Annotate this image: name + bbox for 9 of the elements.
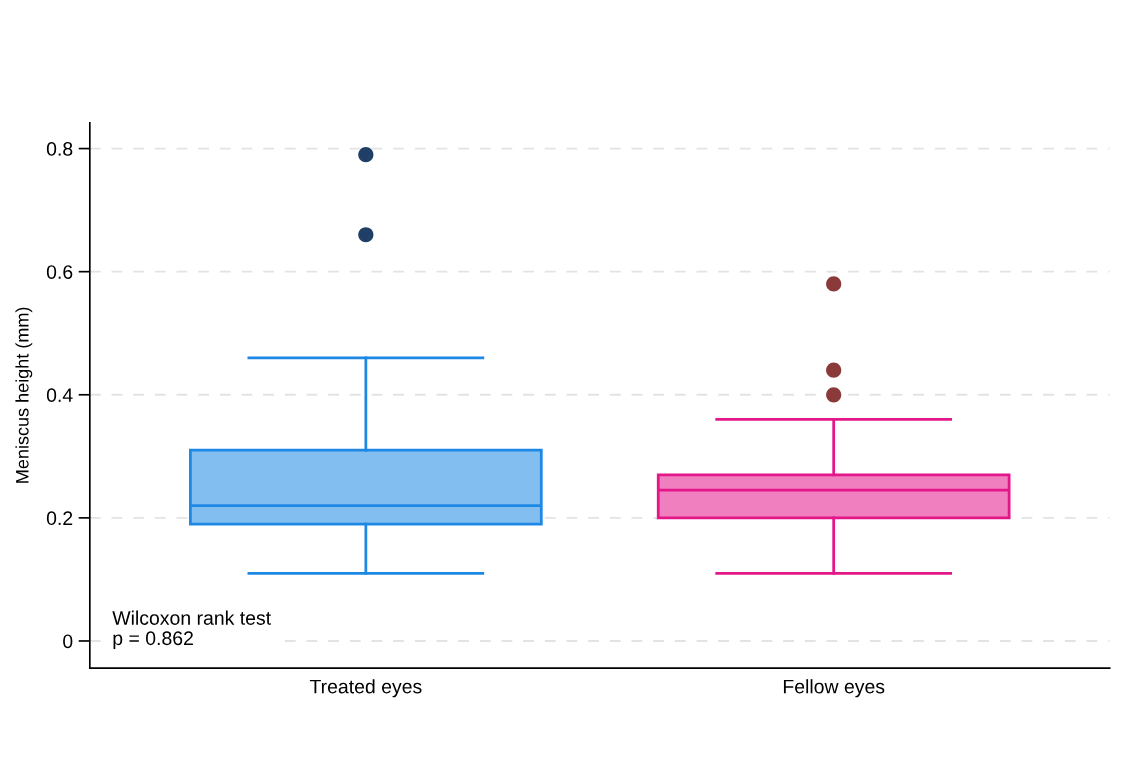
x-tick-label: Treated eyes <box>309 679 422 698</box>
y-tick-label: 0 <box>63 634 73 649</box>
y-tick-label: 0.4 <box>46 388 73 403</box>
y-tick-label: 0.2 <box>46 511 73 526</box>
y-tick-label: 0.8 <box>46 142 73 156</box>
annotation: Wilcoxon rank test p = 0.862 <box>112 610 271 649</box>
y-tick-label: 0.6 <box>46 265 73 279</box>
y-axis-title: Meniscus height (mm) <box>15 307 33 483</box>
x-tick-label: Fellow eyes <box>783 679 885 698</box>
